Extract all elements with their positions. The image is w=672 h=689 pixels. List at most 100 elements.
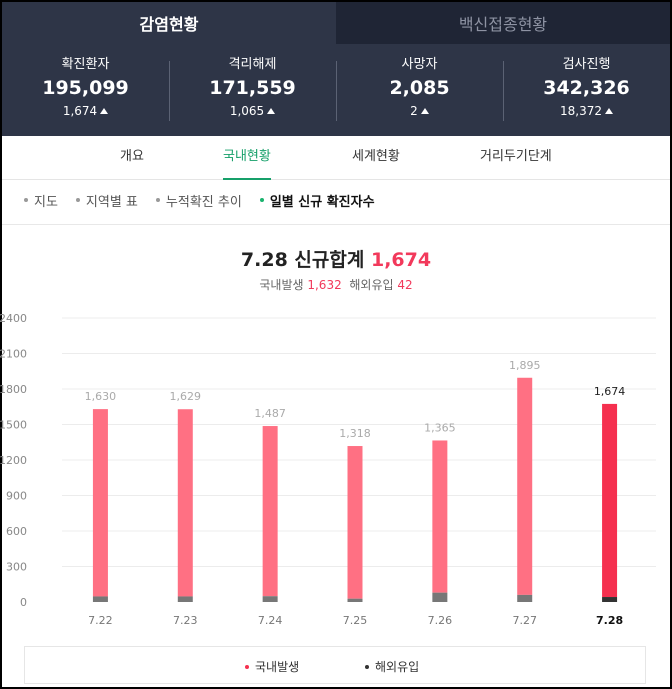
chart-title-total: 1,674 <box>370 249 432 271</box>
subnav-label: 지도 <box>34 194 58 210</box>
bar-value-label: 1,487 <box>254 407 286 420</box>
chart-subtitle: 국내발생 1,632 해외유입 42 <box>0 276 672 293</box>
bar-value-label: 1,630 <box>85 390 117 403</box>
bar-overseas <box>517 594 533 602</box>
bar-domestic <box>92 409 108 597</box>
bar-overseas <box>262 596 278 602</box>
tab-overview[interactable]: 개요 <box>120 149 144 164</box>
subtabs: 개요 국내현황 세계현황 거리두기단계 <box>2 136 670 180</box>
overseas-value: 42 <box>397 278 413 292</box>
top-tabs: 감염현황 백신접종현황 <box>2 2 670 44</box>
stat-value: 171,559 <box>209 77 296 99</box>
bar-domestic <box>432 440 448 593</box>
y-tick-label: 2100 <box>0 348 27 361</box>
bar-domestic <box>517 377 533 595</box>
legend-dot-domestic <box>245 664 249 669</box>
y-tick-label: 0 <box>20 596 27 609</box>
bullet-icon <box>24 198 28 202</box>
legend-label: 해외유입 <box>375 660 420 674</box>
bar-domestic <box>262 426 278 597</box>
stat-delta-value: 1,674 <box>62 104 98 118</box>
x-tick-label: 7.24 <box>258 614 283 627</box>
tab-vaccination-status[interactable]: 백신접종현황 <box>336 2 670 44</box>
subnav-label: 지역별 표 <box>85 194 138 210</box>
x-tick-label: 7.22 <box>88 614 113 627</box>
stat-confirmed: 확진환자 195,099 1,674 <box>2 57 169 123</box>
stat-delta: 1,065 <box>169 103 336 119</box>
chart-title: 7.28 신규합계 1,674 <box>0 245 672 272</box>
triangle-up-icon <box>420 108 429 114</box>
overseas-label: 해외유입 <box>349 278 394 292</box>
triangle-up-icon <box>267 108 276 114</box>
tab-world[interactable]: 세계현황 <box>352 149 400 164</box>
x-tick-label: 7.27 <box>512 614 537 627</box>
chart-title-prefix: 7.28 신규합계 <box>240 249 365 271</box>
bar-value-label: 1,674 <box>594 385 626 398</box>
bullet-icon <box>259 198 264 202</box>
subnav-label: 누적확진 추이 <box>165 194 242 210</box>
legend-dot-overseas <box>365 664 369 669</box>
stat-label: 검사진행 <box>562 57 611 72</box>
bar-overseas <box>92 596 108 602</box>
y-tick-label: 1500 <box>0 419 27 432</box>
legend-domestic[interactable]: 국내발생 <box>245 658 299 675</box>
bar-value-label: 1,895 <box>509 359 541 372</box>
bar-overseas <box>432 592 448 602</box>
triangle-up-icon <box>100 108 109 114</box>
daily-cases-chart: 0 300 600 900 1200 1500 1800 2100 2400 1,630 7.22 1… <box>0 312 656 627</box>
subnav: 지도 지역별 표 누적확진 추이 일별 신규 확진자수 <box>24 188 393 212</box>
y-tick-label: 1800 <box>0 383 27 396</box>
bar-overseas <box>347 598 363 602</box>
domestic-value: 1,632 <box>307 278 342 292</box>
legend-label: 국내발생 <box>255 660 300 674</box>
subnav-label: 일별 신규 확진자수 <box>269 194 375 210</box>
bullet-icon <box>75 198 80 202</box>
stat-deaths: 사망자 2,085 2 <box>336 57 503 123</box>
stat-delta-value: 1,065 <box>229 104 265 118</box>
stat-testing: 검사진행 342,326 18,372 <box>503 57 670 123</box>
bar-value-label: 1,365 <box>424 421 456 434</box>
stat-value: 342,326 <box>543 77 630 99</box>
subnav-cumulative-trend[interactable]: 누적확진 추이 <box>155 188 242 212</box>
y-tick-label: 1200 <box>0 454 27 467</box>
y-tick-label: 300 <box>6 561 27 574</box>
stat-label: 사망자 <box>401 57 438 72</box>
y-tick-label: 900 <box>6 490 27 503</box>
x-tick-label: 7.26 <box>428 614 453 627</box>
y-tick-label: 600 <box>6 525 27 538</box>
stats-panel: 확진환자 195,099 1,674 격리해제 171,559 1,065 사망… <box>2 44 670 136</box>
tab-distancing-level[interactable]: 거리두기단계 <box>480 149 552 164</box>
domestic-label: 국내발생 <box>259 278 304 292</box>
subnav-map[interactable]: 지도 <box>24 188 58 212</box>
stat-delta-value: 18,372 <box>560 104 602 118</box>
stat-label: 격리해제 <box>228 57 277 72</box>
stat-released: 격리해제 171,559 1,065 <box>169 57 336 123</box>
divider <box>2 224 670 225</box>
subnav-daily-new[interactable]: 일별 신규 확진자수 <box>259 188 375 212</box>
stat-delta: 1,674 <box>2 103 169 119</box>
stat-value: 195,099 <box>42 77 129 99</box>
bar-domestic <box>347 446 363 599</box>
stat-delta-value: 2 <box>410 104 418 118</box>
stat-delta: 2 <box>336 103 503 119</box>
stat-value: 2,085 <box>389 77 450 99</box>
x-tick-label: 7.23 <box>173 614 198 627</box>
bar-domestic <box>177 409 193 597</box>
bar-overseas <box>602 597 618 602</box>
stat-label: 확진환자 <box>61 57 110 72</box>
x-tick-label: 7.25 <box>343 614 368 627</box>
triangle-up-icon <box>605 108 613 114</box>
bar-value-label: 1,318 <box>339 427 371 440</box>
bullet-icon <box>155 198 160 202</box>
chart-legend: 국내발생 해외유입 <box>24 646 646 684</box>
subnav-regional-table[interactable]: 지역별 표 <box>75 188 138 212</box>
y-tick-label: 2400 <box>0 312 27 325</box>
tab-domestic[interactable]: 국내현황 <box>223 136 271 180</box>
legend-overseas[interactable]: 해외유입 <box>365 658 419 675</box>
x-tick-label: 7.28 <box>596 614 623 627</box>
bar-value-label: 1,629 <box>170 390 202 403</box>
stat-delta: 18,372 <box>503 103 670 119</box>
bar-overseas <box>177 596 193 602</box>
tab-infection-status[interactable]: 감염현황 <box>2 2 336 44</box>
